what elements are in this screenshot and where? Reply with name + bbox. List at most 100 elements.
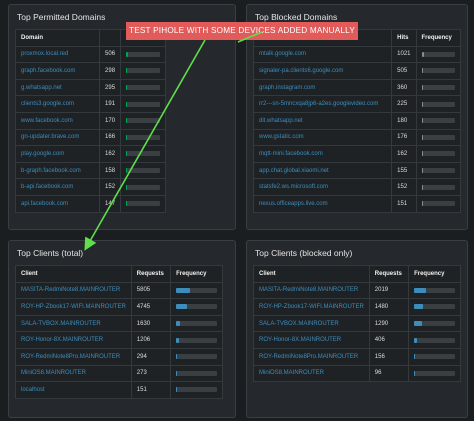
bar-track bbox=[421, 101, 455, 107]
row-name[interactable]: ROY-Honor-8X.MAINROUTER bbox=[253, 331, 370, 349]
bar-track bbox=[176, 304, 217, 310]
table-row: SALA-TVBOX.MAINROUTER 1630 bbox=[15, 314, 223, 333]
table-row: play.google.com 162 bbox=[14, 145, 167, 163]
row-frequency bbox=[415, 128, 462, 147]
row-name[interactable]: gn-updater.brave.com bbox=[14, 128, 101, 147]
row-name[interactable]: SALA-TVBOX.MAINROUTER bbox=[15, 314, 132, 333]
frequency-bar bbox=[414, 304, 424, 310]
row-name[interactable]: mtalk.google.com bbox=[252, 45, 393, 64]
row-name[interactable]: proxmox.local.red bbox=[14, 45, 101, 64]
row-frequency bbox=[408, 281, 461, 300]
table-row: graph.facebook.com 298 bbox=[14, 62, 167, 80]
column-header: Domain bbox=[14, 29, 101, 47]
row-name[interactable]: rr2---sn-5mncxqa8jp6-a2es.googlevideo.co… bbox=[252, 95, 393, 113]
row-name[interactable]: b-graph.facebook.com bbox=[14, 161, 101, 180]
row-count: 225 bbox=[391, 95, 417, 113]
column-header: Frequency bbox=[170, 265, 223, 283]
frequency-bar bbox=[126, 85, 128, 91]
column-header bbox=[99, 29, 122, 47]
table-row: b-api.facebook.com 152 bbox=[14, 178, 167, 196]
row-count: 273 bbox=[130, 364, 172, 383]
row-name[interactable]: g.whatsapp.net bbox=[14, 78, 101, 97]
row-frequency bbox=[170, 281, 223, 300]
row-count: 152 bbox=[99, 178, 122, 196]
table-row: statsfe2.ws.microsoft.com 152 bbox=[252, 178, 462, 196]
data-table: Client Requests Frequency MASITA-RedmiNote8… bbox=[15, 265, 223, 399]
data-table: DomainHitsFrequencymtalk.google.com1021s… bbox=[252, 29, 462, 213]
annotation-banner: TEST PIHOLE WITH SOME DEVICES ADDED MANU… bbox=[126, 22, 358, 40]
row-name[interactable]: api.facebook.com bbox=[14, 194, 101, 213]
table-row: clients3.google.com 191 bbox=[14, 95, 167, 113]
row-name[interactable]: ROY-RedmiNote8Pro.MAINROUTER bbox=[253, 347, 370, 366]
frequency-bar bbox=[126, 168, 127, 174]
row-name[interactable]: ROY-HP-Zbook17-WIFI.MAINROUTER bbox=[15, 298, 132, 316]
row-name[interactable]: localhost bbox=[15, 381, 132, 399]
row-name[interactable]: statsfe2.ws.microsoft.com bbox=[252, 178, 393, 196]
row-count: 360 bbox=[391, 78, 417, 97]
row-count: 1021 bbox=[391, 45, 417, 64]
row-name[interactable]: www.gstatic.com bbox=[252, 128, 393, 147]
row-frequency bbox=[170, 314, 223, 333]
table-row: ROY-HP-Zbook17-WIFI.MAINROUTER 1480 bbox=[253, 298, 461, 316]
data-table: Client Requests Frequency MASITA-RedmiNote8… bbox=[253, 265, 461, 383]
bar-track bbox=[176, 387, 217, 393]
bar-track bbox=[421, 85, 455, 91]
row-name[interactable]: MASITA-RedmiNote8.MAINROUTER bbox=[253, 281, 370, 300]
column-header: Client bbox=[15, 265, 132, 283]
row-count: 170 bbox=[99, 111, 122, 130]
frequency-bar bbox=[176, 370, 177, 376]
row-name[interactable]: ROY-HP-Zbook17-WIFI.MAINROUTER bbox=[253, 298, 370, 316]
bar-track bbox=[126, 101, 161, 107]
frequency-bar bbox=[176, 337, 179, 343]
row-name[interactable]: ROY-RedmiNote8Pro.MAINROUTER bbox=[15, 347, 132, 366]
row-name[interactable]: graph.facebook.com bbox=[14, 62, 101, 80]
table-row: api.facebook.com 147 bbox=[14, 194, 167, 213]
row-name[interactable]: ROY-Honor-8X.MAINROUTER bbox=[15, 331, 132, 349]
frequency-bar bbox=[126, 201, 127, 207]
row-frequency bbox=[415, 161, 462, 180]
frequency-bar bbox=[421, 201, 423, 207]
bar-track bbox=[126, 151, 161, 157]
frequency-bar bbox=[414, 337, 417, 343]
frequency-bar bbox=[421, 134, 423, 140]
row-name[interactable]: clients3.google.com bbox=[14, 95, 101, 113]
row-count: 506 bbox=[99, 45, 122, 64]
row-name[interactable]: b-api.facebook.com bbox=[14, 178, 101, 196]
row-name[interactable]: play.google.com bbox=[14, 145, 101, 163]
frequency-bar bbox=[421, 118, 423, 124]
row-frequency bbox=[415, 62, 462, 80]
bar-track bbox=[421, 51, 455, 57]
table-row: ROY-Honor-8X.MAINROUTER 406 bbox=[253, 331, 461, 349]
column-header: Requests bbox=[130, 265, 172, 283]
row-frequency bbox=[120, 145, 167, 163]
frequency-bar bbox=[421, 101, 423, 107]
row-name[interactable]: mqtt-mini.facebook.com bbox=[252, 145, 393, 163]
bar-track bbox=[414, 321, 455, 327]
bar-track bbox=[421, 201, 455, 207]
table-row: ROY-RedmiNote8Pro.MAINROUTER 294 bbox=[15, 347, 223, 366]
table-row: proxmox.local.red 506 bbox=[14, 45, 167, 64]
bar-track bbox=[421, 184, 455, 190]
row-name[interactable]: app.chat.global.xiaomi.net bbox=[252, 161, 393, 180]
row-frequency bbox=[408, 331, 461, 349]
row-name[interactable]: www.facebook.com bbox=[14, 111, 101, 130]
row-name[interactable]: graph.instagram.com bbox=[252, 78, 393, 97]
row-name[interactable]: MiniOS8.MAINROUTER bbox=[253, 364, 370, 383]
row-name[interactable]: MiniOS8.MAINROUTER bbox=[15, 364, 132, 383]
row-frequency bbox=[120, 128, 167, 147]
row-count: 147 bbox=[99, 194, 122, 213]
row-frequency bbox=[415, 78, 462, 97]
row-count: 406 bbox=[368, 331, 410, 349]
data-table: Domain proxmox.local.red 506 graph.facebook… bbox=[14, 29, 167, 213]
frequency-bar bbox=[421, 51, 425, 57]
row-count: 156 bbox=[368, 347, 410, 366]
row-name[interactable]: MASITA-RedmiNote8.MAINROUTER bbox=[15, 281, 132, 300]
row-name[interactable]: nexus.officeapps.live.com bbox=[252, 194, 393, 213]
row-count: 294 bbox=[130, 347, 172, 366]
row-name[interactable]: signaler-pa.clients6.google.com bbox=[252, 62, 393, 80]
column-header: Frequency bbox=[415, 29, 462, 47]
row-name[interactable]: SALA-TVBOX.MAINROUTER bbox=[253, 314, 370, 333]
row-name[interactable]: dit.whatsapp.net bbox=[252, 111, 393, 130]
panel-title: Top Permitted Domains bbox=[17, 12, 106, 22]
row-frequency bbox=[120, 178, 167, 196]
